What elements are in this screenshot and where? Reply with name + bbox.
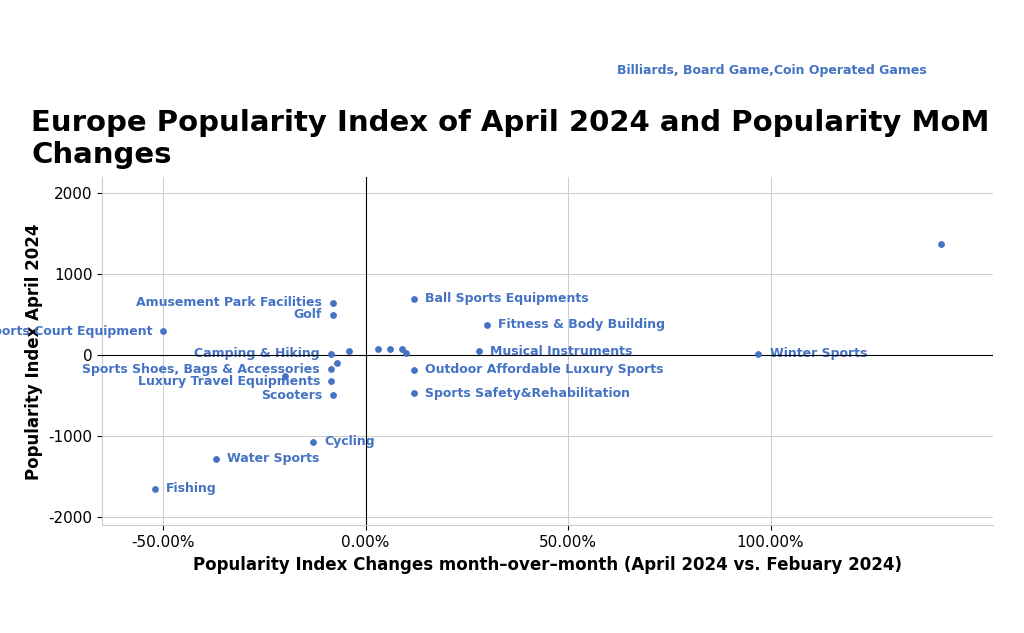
Point xyxy=(471,346,487,356)
Text: Europe Popularity Index of April 2024 and Popularity MoM
Changes: Europe Popularity Index of April 2024 an… xyxy=(31,109,989,170)
Point xyxy=(394,344,411,354)
Point xyxy=(305,437,322,447)
Point xyxy=(208,454,224,464)
Text: Ball Sports Equipments: Ball Sports Equipments xyxy=(425,292,589,305)
Point xyxy=(325,390,341,400)
Text: Amusement Park Facilities: Amusement Park Facilities xyxy=(136,296,323,310)
Text: Scooters: Scooters xyxy=(261,389,323,401)
Text: Fishing: Fishing xyxy=(166,482,217,496)
Point xyxy=(479,320,496,330)
X-axis label: Popularity Index Changes month–over–month (April 2024 vs. Febuary 2024): Popularity Index Changes month–over–mont… xyxy=(194,556,902,573)
Point xyxy=(406,294,423,304)
Text: Golf: Golf xyxy=(294,308,323,322)
Text: Water Sports: Water Sports xyxy=(227,453,319,465)
Text: Luxury Travel Equipments: Luxury Travel Equipments xyxy=(137,375,321,388)
Point xyxy=(341,346,357,356)
Point xyxy=(146,484,163,494)
Y-axis label: Popularity Index April 2024: Popularity Index April 2024 xyxy=(26,223,43,480)
Point xyxy=(155,326,171,336)
Text: Sports Shoes, Bags & Accessories: Sports Shoes, Bags & Accessories xyxy=(83,363,321,375)
Point xyxy=(406,389,423,399)
Point xyxy=(382,344,398,354)
Text: Camping & Hiking: Camping & Hiking xyxy=(195,348,321,360)
Text: Cycling: Cycling xyxy=(324,436,375,449)
Point xyxy=(933,239,949,249)
Point xyxy=(398,348,415,358)
Point xyxy=(325,298,341,308)
Point xyxy=(370,344,386,354)
Point xyxy=(325,310,341,320)
Point xyxy=(751,349,767,359)
Point xyxy=(323,364,339,374)
Text: Billiards, Board Game,Coin Operated Games: Billiards, Board Game,Coin Operated Game… xyxy=(617,64,927,77)
Point xyxy=(276,370,293,380)
Point xyxy=(329,358,345,368)
Point xyxy=(406,365,423,375)
Text: Winter Sports: Winter Sports xyxy=(769,348,867,360)
Text: Outdoor Affordable Luxury Sports: Outdoor Affordable Luxury Sports xyxy=(425,363,664,377)
Text: Musical Instruments: Musical Instruments xyxy=(490,345,633,358)
Text: Artificial Grass&Sports Flooring&Sports Court Equipment: Artificial Grass&Sports Flooring&Sports … xyxy=(0,325,152,337)
Point xyxy=(323,376,339,386)
Text: Sports Safety&Rehabilitation: Sports Safety&Rehabilitation xyxy=(425,387,631,400)
Text: Fitness & Body Building: Fitness & Body Building xyxy=(499,318,666,331)
Point xyxy=(323,349,339,359)
